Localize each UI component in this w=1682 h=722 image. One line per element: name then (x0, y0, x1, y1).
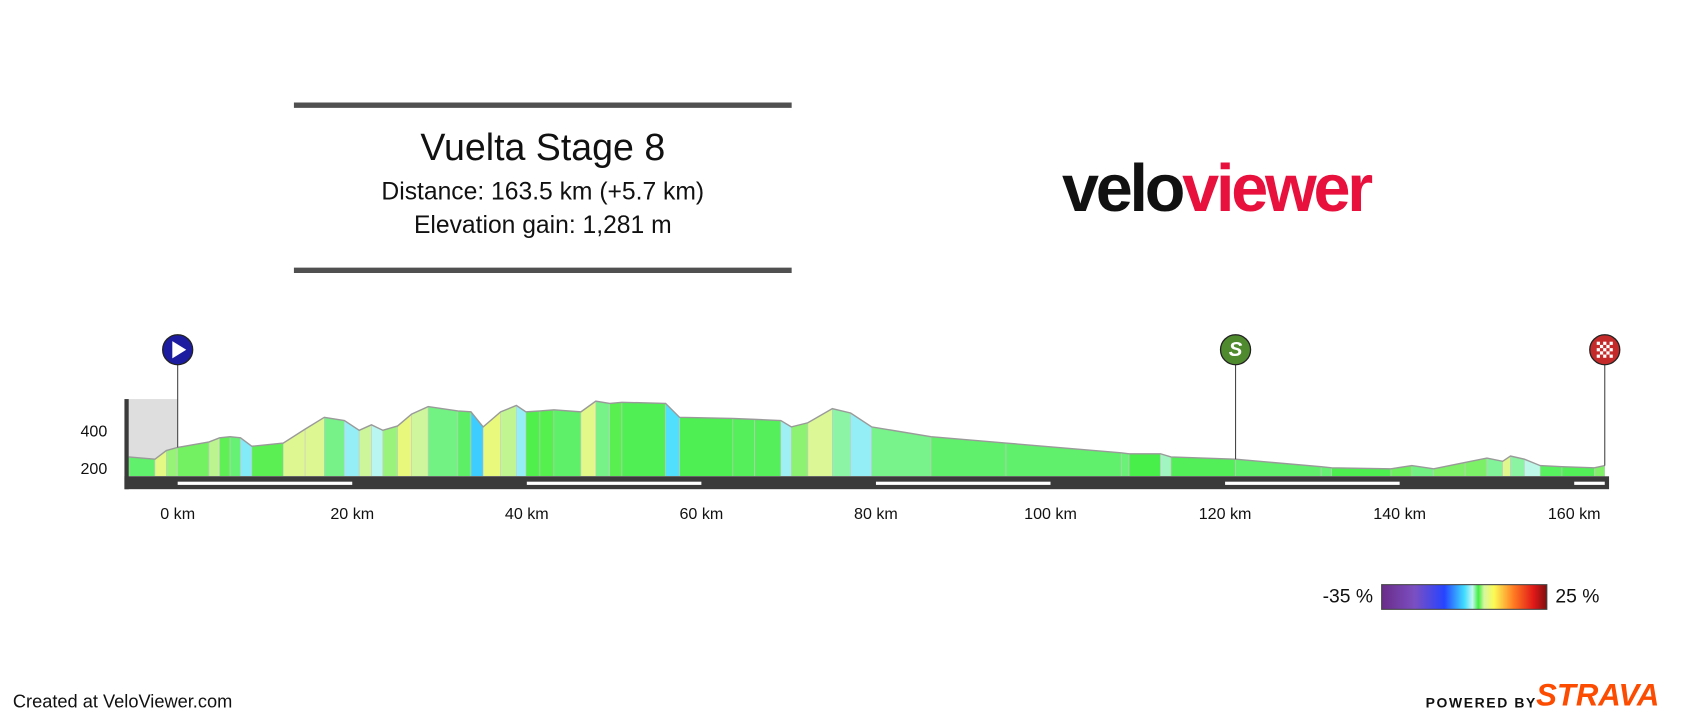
brand: STRAVA (1536, 678, 1659, 713)
marker-icon (1596, 341, 1600, 345)
marker-icon (172, 341, 187, 359)
gradient-segment (500, 405, 517, 477)
x-tick-band (1574, 481, 1605, 485)
logo-part: viewer (1182, 152, 1372, 226)
x-tick-band (875, 481, 1051, 485)
gradient-segment (609, 401, 623, 477)
x-tick-band (177, 481, 353, 485)
marker-icon (1606, 351, 1610, 355)
x-tick-band (526, 481, 702, 485)
marker-icon (1596, 354, 1600, 358)
gradient-segment (128, 456, 156, 477)
gradient-segment (240, 437, 253, 477)
gradient-segment (1128, 453, 1161, 477)
gradient-segment (871, 426, 932, 477)
marker-icon (1603, 341, 1607, 345)
gradient-segment (166, 447, 178, 477)
title: Vuelta Stage 8 (420, 126, 665, 168)
gradient-segment (482, 411, 501, 477)
gradient-segment (411, 406, 429, 477)
subtitle: Distance: 163.5 km (+5.7 km) (381, 179, 704, 206)
gradient-segment (251, 442, 284, 477)
colorbar-label: -35 % (1323, 587, 1373, 608)
marker-icon (1596, 348, 1600, 352)
subtitle: Elevation gain: 1,281 m (414, 212, 672, 239)
gradient-segment (371, 424, 384, 477)
gradient-segment (1235, 458, 1322, 477)
gradient-segment (595, 400, 610, 477)
marker-icon (1606, 344, 1610, 349)
x-tick-label: 120 km (1199, 505, 1252, 523)
x-tick-label: 60 km (679, 505, 723, 523)
x-tick-label: 20 km (330, 505, 374, 523)
marker-icon (1609, 354, 1613, 358)
gradient-segment (754, 419, 782, 477)
gradient-segment (304, 416, 325, 477)
logo: veloviewer (1062, 152, 1372, 226)
gradient-segment (470, 411, 484, 477)
x-tick-label: 140 km (1373, 505, 1426, 523)
gradient-segment (832, 408, 851, 477)
marker-finish (1589, 334, 1621, 366)
x-tick-label: 80 km (854, 505, 898, 523)
gradient-segment (457, 410, 472, 477)
gradient-segment (780, 420, 792, 477)
gradient-segment (850, 412, 872, 477)
profile-line (128, 400, 1605, 470)
gradient-segment (621, 402, 666, 477)
y-tick-label: 200 (80, 460, 107, 478)
gradient-segment (208, 437, 220, 477)
gradient-segment (679, 417, 734, 477)
marker-icon (1609, 348, 1613, 352)
x-tick-band (1225, 481, 1400, 485)
gradient-segment (1170, 456, 1236, 477)
gradient-segment (525, 410, 541, 477)
x-tick-label: 100 km (1024, 505, 1077, 523)
colorbar (1381, 584, 1548, 610)
gradient-segment (539, 409, 555, 477)
y-tick-label: 400 (80, 423, 107, 441)
gradient-segment (516, 404, 527, 477)
marker-icon (1599, 344, 1604, 349)
x-tick-label: 160 km (1548, 505, 1601, 523)
gradient-segment (382, 425, 398, 477)
gradient-segment (358, 424, 372, 477)
x-axis-bar (124, 476, 1610, 490)
marker-icon (1603, 348, 1607, 352)
gradient-segment (1120, 452, 1130, 477)
marker-icon (1603, 354, 1607, 358)
gradient-segment (229, 436, 241, 477)
marker-sprint: S (1219, 334, 1252, 366)
gradient-segment (791, 422, 809, 477)
marker-label: S (1229, 339, 1243, 361)
gradient-segment (807, 408, 833, 477)
gradient-segment (219, 436, 231, 477)
logo-part: velo (1062, 152, 1184, 226)
gradient-segment (553, 409, 582, 477)
marker-start (162, 334, 194, 366)
x-tick-label: 40 km (505, 505, 549, 523)
gradient-segment (427, 406, 459, 477)
powered-by: POWERED BY (1426, 694, 1537, 710)
credit: Created at VeloViewer.com (13, 690, 232, 711)
chart: 200 400 0 km 20 km 40 km 60 km 80 km 100 km 120 … (80, 334, 1621, 610)
marker-badge (1219, 334, 1252, 366)
gradient-segment (324, 416, 345, 477)
x-tick-label: 0 km (160, 505, 195, 523)
gradient-segment (1433, 462, 1466, 477)
colorbar-label: 25 % (1555, 587, 1599, 608)
marker-icon (1599, 351, 1604, 355)
marker-icon (1609, 341, 1613, 345)
gradient-segment (580, 400, 597, 477)
gradient-segment (732, 418, 755, 477)
y-axis (124, 399, 129, 490)
